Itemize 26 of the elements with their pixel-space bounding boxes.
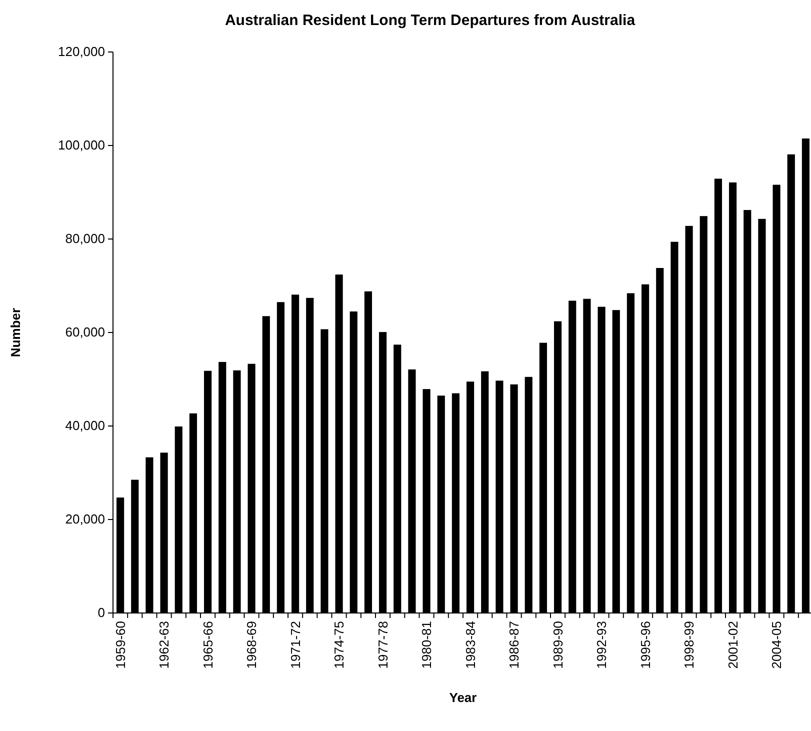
- x-axis-title: Year: [449, 690, 477, 705]
- x-tick-label: 1959-60: [112, 621, 128, 669]
- x-tick-label: 1962-63: [156, 621, 172, 669]
- y-tick-label: 20,000: [65, 512, 105, 527]
- x-tick-label: 2004-05: [769, 621, 784, 669]
- y-tick-label: 60,000: [65, 324, 105, 340]
- x-tick-label: 1980-81: [419, 621, 434, 669]
- y-tick-label: 0: [98, 605, 105, 620]
- y-tick-label: 80,000: [65, 231, 105, 246]
- x-tick-label: 1992-93: [594, 621, 610, 669]
- x-tick-label: 1971-72: [288, 621, 303, 669]
- x-tick-label: 1986-87: [506, 621, 522, 669]
- y-tick-label: 100,000: [58, 138, 105, 153]
- x-tick-label: 1983-84: [462, 621, 478, 669]
- y-tick-label: 40,000: [65, 418, 105, 434]
- x-tick-label: 1968-69: [244, 621, 260, 669]
- y-axis-title: Number: [8, 308, 23, 358]
- y-tick-label: 120,000: [58, 44, 105, 60]
- x-tick-label: 1965-66: [200, 621, 216, 669]
- x-tick-label: 1998-99: [682, 621, 697, 669]
- x-tick-label: 1974-75: [332, 621, 347, 669]
- x-tick-label: 1977-78: [375, 621, 390, 669]
- x-tick-label: 1989-90: [550, 621, 566, 669]
- chart-title: Australian Resident Long Term Departures from Australia: [224, 12, 636, 29]
- x-tick-label: 1995-96: [638, 621, 653, 669]
- x-tick-label: 2001-02: [725, 621, 740, 669]
